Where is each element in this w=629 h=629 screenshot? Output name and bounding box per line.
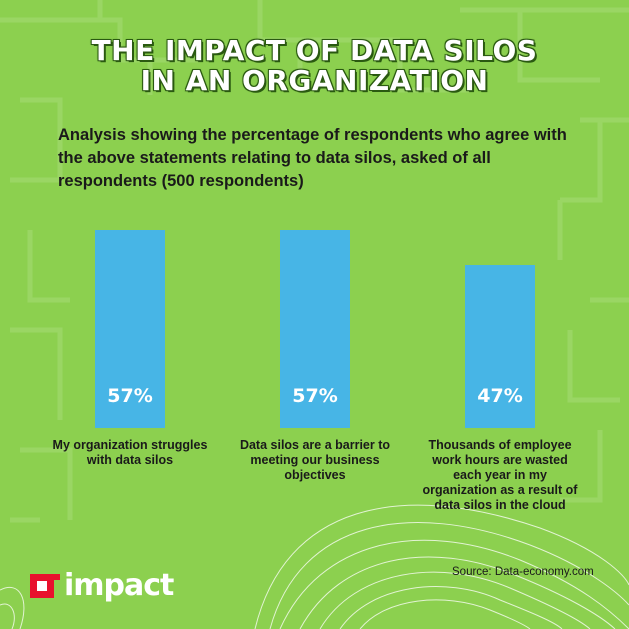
impact-logo: impact xyxy=(30,567,174,603)
chart-subtitle: Analysis showing the percentage of respo… xyxy=(58,126,567,190)
source-note: Source: Data-economy.com xyxy=(452,566,594,578)
logo-mark-icon xyxy=(30,570,60,600)
title-line-1: THE IMPACT OF DATA SILOS xyxy=(91,34,538,67)
bar-2 xyxy=(280,230,350,428)
category-label-2: Data silos are a barrier to meeting our … xyxy=(239,438,391,482)
page-title: THE IMPACT OF DATA SILOS IN AN ORGANIZAT… xyxy=(0,36,629,96)
bar-value-label-1: 57% xyxy=(107,385,153,407)
bar-3 xyxy=(465,264,535,428)
category-label-1: My organization struggles with data silo… xyxy=(52,438,208,467)
bar-value-label-2: 57% xyxy=(292,385,338,407)
logo-text: impact xyxy=(64,567,174,603)
title-line-2: IN AN ORGANIZATION xyxy=(140,64,489,97)
bar-1 xyxy=(95,230,165,428)
category-label-3: Thousands of employee work hours are was… xyxy=(422,438,578,512)
bar-value-label-3: 47% xyxy=(477,385,523,407)
